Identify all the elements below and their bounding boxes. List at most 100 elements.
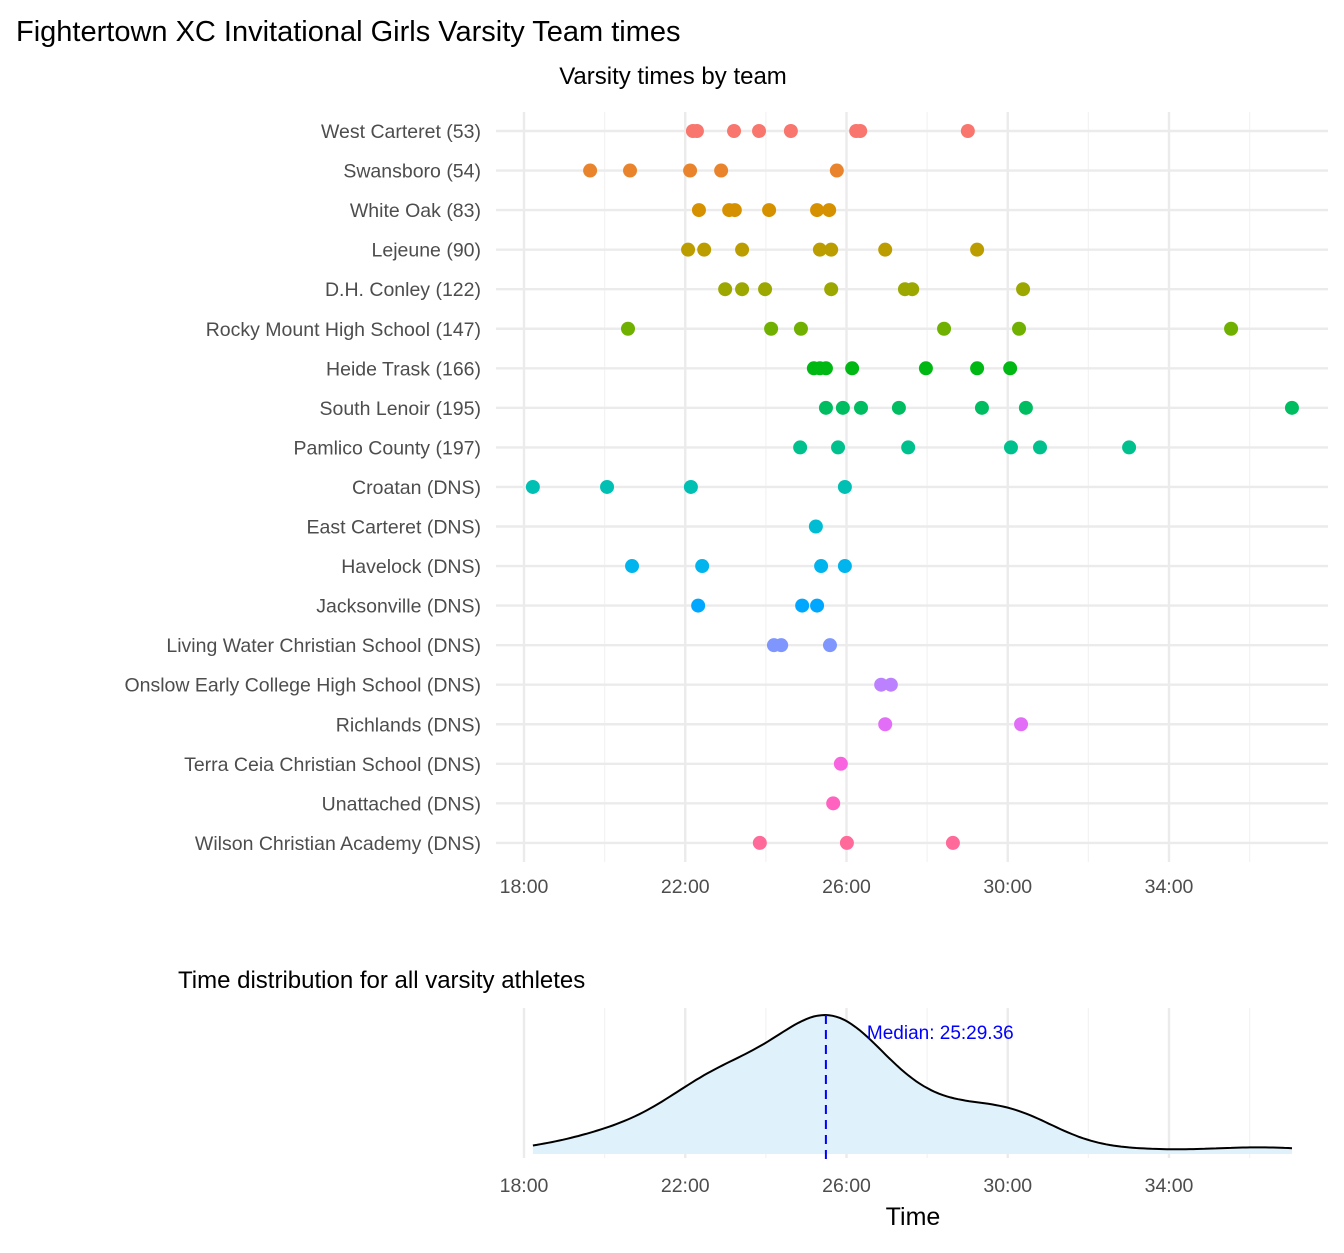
team-label: Pamlico County (197): [294, 437, 482, 459]
team-label: Rocky Mount High School (147): [206, 319, 481, 341]
athlete-point: [727, 203, 742, 218]
athlete-point: [905, 282, 920, 297]
athlete-point: [774, 638, 789, 653]
athlete-point: [818, 400, 833, 415]
athlete-point: [878, 242, 893, 257]
athlete-point: [691, 598, 706, 613]
athlete-point: [727, 124, 742, 138]
athlete-point: [874, 677, 889, 692]
athlete-point: [853, 124, 868, 138]
athlete-point: [625, 559, 640, 574]
athlete-point: [839, 835, 854, 850]
athlete-point: [1284, 400, 1299, 415]
team-label: Lejeune (90): [372, 240, 482, 262]
x-tick-label: 22:00: [661, 1175, 710, 1197]
athlete-point: [714, 163, 729, 178]
athlete-point: [960, 124, 975, 138]
athlete-point: [752, 835, 767, 850]
athlete-point: [812, 242, 827, 257]
athlete-point: [974, 400, 989, 415]
team-label: Havelock (DNS): [341, 556, 481, 578]
athlete-point: [683, 163, 698, 178]
x-tick-label: 30:00: [983, 876, 1032, 898]
athlete-point: [623, 163, 638, 178]
athlete-point: [878, 717, 893, 732]
team-label: Wilson Christian Academy (DNS): [195, 833, 481, 855]
main-title: Fightertown XC Invitational Girls Varsit…: [16, 16, 681, 48]
athlete-point: [1003, 440, 1018, 455]
athlete-point: [826, 796, 841, 811]
athlete-point: [835, 400, 850, 415]
team-label: Croatan (DNS): [352, 477, 481, 499]
team-label: Unattached (DNS): [322, 793, 481, 815]
athlete-point: [735, 242, 750, 257]
density-x-axis-title: Time: [886, 1203, 941, 1231]
team-label: West Carteret (53): [321, 121, 481, 143]
athlete-point: [764, 321, 779, 336]
x-tick-label: 34:00: [1145, 1175, 1194, 1197]
athlete-point: [829, 163, 844, 178]
athlete-point: [822, 638, 837, 653]
density-line: [532, 1013, 1293, 1151]
team-label: East Carteret (DNS): [307, 517, 481, 539]
athlete-point: [600, 479, 615, 494]
athlete-point: [810, 598, 825, 613]
athlete-point: [814, 559, 829, 574]
athlete-point: [970, 242, 985, 257]
athlete-point: [1012, 321, 1027, 336]
median-label: Median: 25:29.36: [867, 1023, 1014, 1044]
athlete-point: [824, 242, 839, 257]
athlete-point: [837, 479, 852, 494]
athlete-point: [1003, 361, 1018, 376]
athlete-point: [945, 835, 960, 850]
athlete-point: [583, 163, 598, 178]
athlete-point: [621, 321, 636, 336]
x-axis-labels: 18:00 22:00 26:00 30:00 34:00: [500, 876, 1194, 898]
athlete-point: [718, 282, 733, 297]
athlete-point: [681, 242, 696, 257]
y-axis-labels: West Carteret (53) Swansboro (54) White Oa…: [124, 121, 481, 855]
team-label: Richlands (DNS): [336, 714, 481, 736]
athlete-point: [822, 203, 837, 218]
team-label: Terra Ceia Christian School (DNS): [184, 754, 481, 776]
athlete-point: [845, 361, 860, 376]
athlete-point: [1033, 440, 1047, 455]
athlete-point: [808, 519, 823, 534]
athlete-point: [831, 440, 846, 455]
athlete-point: [762, 203, 777, 218]
athlete-point: [883, 677, 898, 692]
athlete-point: [818, 361, 833, 376]
athlete-point: [793, 321, 808, 336]
density-x-axis-labels: 18:00 22:00 26:00 30:00 34:00: [500, 1175, 1194, 1197]
athlete-point: [1014, 717, 1029, 732]
athlete-point: [937, 321, 952, 336]
team-label: Swansboro (54): [343, 161, 481, 183]
athlete-point: [970, 361, 985, 376]
x-tick-label: 26:00: [822, 1175, 871, 1197]
team-label: Jacksonville (DNS): [316, 596, 481, 618]
scatter-points: [525, 124, 1299, 850]
athlete-point: [810, 203, 825, 218]
x-tick-label: 22:00: [661, 876, 710, 898]
team-label: Heide Trask (166): [326, 358, 481, 380]
athlete-point: [735, 282, 750, 297]
athlete-point: [854, 400, 869, 415]
athlete-point: [1016, 282, 1031, 297]
athlete-point: [752, 124, 767, 138]
athlete-point: [683, 479, 698, 494]
athlete-point: [525, 479, 540, 494]
athlete-point: [891, 400, 906, 415]
x-tick-label: 18:00: [500, 1175, 549, 1197]
team-label: Living Water Christian School (DNS): [166, 635, 481, 657]
density-area: [532, 1015, 1292, 1154]
athlete-point: [695, 559, 710, 574]
athlete-point: [783, 124, 798, 138]
team-label: South Lenoir (195): [319, 398, 481, 420]
x-tick-label: 26:00: [822, 876, 871, 898]
athlete-point: [918, 361, 933, 376]
athlete-point: [824, 282, 839, 297]
athlete-point: [833, 756, 848, 771]
athlete-point: [795, 598, 810, 613]
athlete-point: [689, 124, 704, 138]
